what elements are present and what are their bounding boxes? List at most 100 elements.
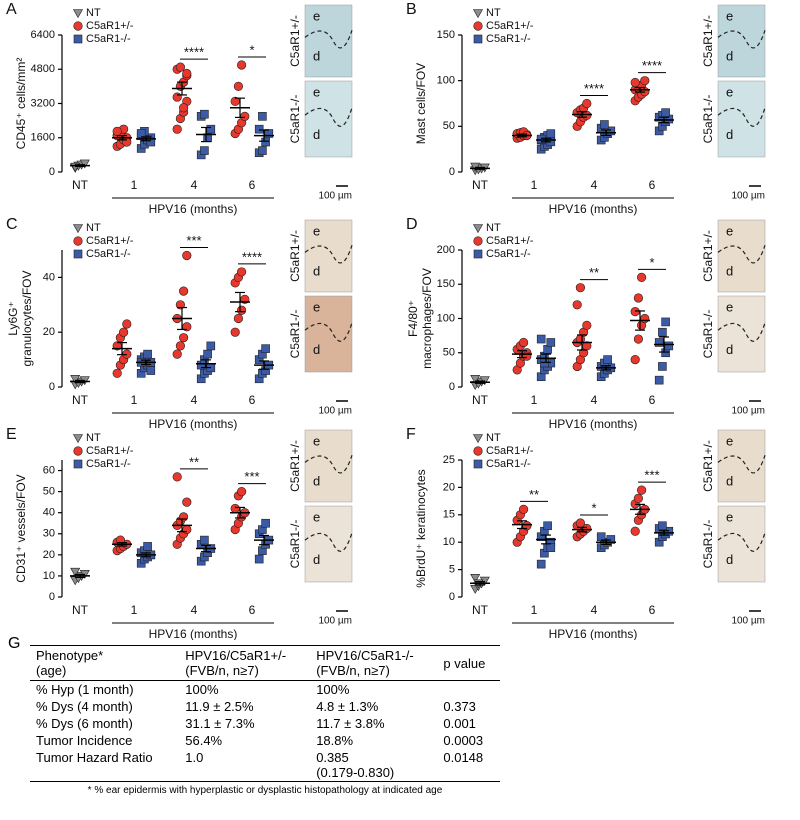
x-tick-label: 1: [531, 178, 538, 192]
data-point: [230, 327, 240, 337]
table-cell: 0.373: [443, 699, 476, 714]
data-point: [470, 574, 481, 583]
image-label: d: [313, 342, 320, 357]
data-point: [136, 129, 146, 138]
panel-letter: F: [406, 426, 416, 443]
micrograph: [304, 429, 353, 503]
significance-label: *: [591, 500, 596, 515]
legend-label: NT: [486, 7, 501, 19]
data-point: [633, 493, 644, 503]
y-axis-label: macrophages/FOV: [420, 268, 434, 369]
significance-label: *: [249, 42, 254, 57]
footnote: * % ear epidermis with hyperplastic or d…: [87, 785, 443, 796]
x-tick-label: 6: [649, 178, 656, 192]
panel-letter: A: [6, 1, 17, 18]
scale-bar-label: 100 µm: [731, 406, 765, 417]
data-point: [546, 338, 556, 347]
data-point: [575, 518, 586, 528]
data-point: [470, 374, 481, 384]
y-tick-label: 0: [449, 591, 455, 603]
x-axis-label: HPV16 (months): [149, 202, 238, 216]
data-point: [546, 129, 556, 138]
data-point: [261, 137, 270, 147]
image-genotype: C5aR1-/-: [288, 95, 302, 144]
image-label: e: [313, 8, 320, 23]
legend-marker: [473, 459, 483, 469]
y-tick-label: 40: [43, 271, 55, 283]
legend-label: C5aR1+/-: [86, 445, 134, 457]
image-label: e: [726, 8, 733, 23]
y-tick-label: 150: [437, 29, 455, 41]
image-label: e: [726, 299, 733, 314]
micrograph: [304, 219, 353, 293]
scale-bar-label: 100 µm: [731, 191, 765, 202]
panel-letter: G: [8, 635, 21, 652]
cell-line: HPV16/C5aR1-/-: [316, 648, 414, 663]
table-row: % Hyp (1 month) 100% 100%: [30, 681, 500, 699]
y-tick-label: 20: [43, 326, 55, 338]
data-point: [258, 112, 267, 121]
cell-line: (0.179-0.830): [316, 765, 395, 780]
micrograph: [304, 80, 353, 158]
data-point: [203, 349, 212, 359]
x-tick-label: 6: [649, 603, 656, 617]
image-label: d: [726, 473, 733, 488]
table-cell: 0.0003: [443, 733, 484, 748]
table-cell: 100%: [185, 682, 219, 697]
y-tick-label: 0: [49, 381, 55, 393]
epidermis-boundary: [717, 30, 766, 49]
x-tick-label: NT: [72, 603, 89, 617]
data-point: [118, 327, 129, 337]
micrograph: [717, 4, 766, 78]
data-point: [237, 267, 247, 277]
y-tick-label: 60: [43, 464, 55, 476]
scale-bar-label: 100 µm: [318, 406, 352, 417]
x-tick-label: 6: [249, 178, 256, 192]
micrograph: [717, 505, 766, 583]
legend-label: C5aR1-/-: [486, 458, 531, 470]
image-genotype: C5aR1-/-: [701, 520, 715, 569]
data-point: [582, 98, 592, 109]
image-label: d: [313, 48, 320, 63]
image-label: e: [726, 509, 733, 524]
data-point: [79, 159, 90, 169]
y-tick-label: 5: [449, 564, 455, 576]
y-axis-label: Mast cells/FOV: [414, 63, 428, 144]
image-genotype: C5aR1-/-: [288, 520, 302, 569]
image-genotype: C5aR1+/-: [288, 15, 302, 67]
legend-marker: [72, 434, 84, 444]
x-tick-label: 6: [249, 603, 256, 617]
y-tick-label: 1600: [31, 132, 55, 144]
x-tick-label: 4: [191, 178, 198, 192]
table-cell: % Hyp (1 month): [36, 682, 134, 697]
y-axis-label: granulocytes/FOV: [20, 270, 34, 366]
table-row: % Dys (4 month) 11.9 ± 2.5% 4.8 ± 1.3% 0.37…: [30, 698, 500, 715]
data-point: [237, 487, 247, 497]
image-genotype: C5aR1+/-: [701, 230, 715, 282]
table-cell: HPV16/C5aR1-/- (FVB/n, n≥7): [310, 645, 438, 681]
legend-marker: [472, 434, 484, 444]
epidermis-boundary: [304, 245, 353, 264]
data-point: [200, 535, 209, 545]
y-tick-label: 50: [443, 120, 455, 132]
data-point: [536, 559, 546, 569]
y-tick-label: 30: [43, 528, 55, 540]
y-tick-label: 50: [443, 347, 455, 359]
data-point: [664, 341, 674, 351]
table-cell: p value: [437, 645, 500, 681]
data-point: [596, 532, 606, 542]
y-tick-label: 3200: [31, 97, 55, 109]
y-axis-label: CD31⁺ vessels/FOV: [14, 474, 28, 582]
data-point: [182, 497, 192, 507]
table-cell: % Dys (6 month): [36, 716, 133, 731]
micrograph: [717, 80, 766, 158]
data-point: [175, 341, 185, 351]
y-tick-label: 0: [49, 166, 55, 178]
legend-label: C5aR1-/-: [86, 33, 131, 45]
x-tick-label: 1: [131, 178, 138, 192]
image-label: e: [313, 509, 320, 524]
cell-line: Phenotype*: [36, 648, 104, 663]
legend-label: C5aR1+/-: [486, 235, 534, 247]
data-point: [630, 307, 640, 317]
